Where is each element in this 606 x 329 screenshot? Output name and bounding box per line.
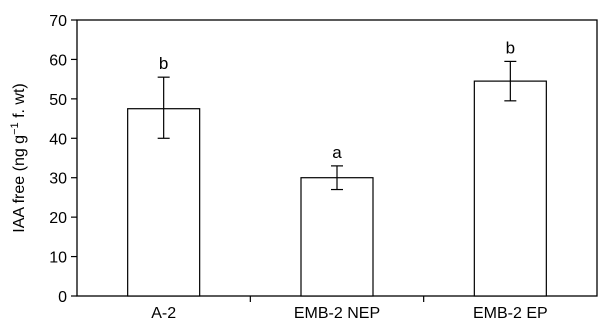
significance-letter: a xyxy=(332,143,342,162)
bar xyxy=(300,177,374,297)
y-tick-label: 70 xyxy=(49,13,67,30)
y-tick-label: 60 xyxy=(49,52,67,69)
bars xyxy=(127,80,547,297)
y-axis-label: IAA free (ng g−1 f. wt) xyxy=(9,83,28,233)
y-tick-label: 50 xyxy=(49,92,67,109)
error-bars xyxy=(157,60,517,191)
x-tick-label: A-2 xyxy=(151,305,176,322)
bar xyxy=(127,108,201,297)
significance-letters: b a b xyxy=(159,38,515,161)
y-axis-label-suffix: f. wt) xyxy=(11,83,28,122)
x-tick-label: EMB-2 NEP xyxy=(294,305,380,322)
y-axis-label-main: IAA free (ng g xyxy=(11,135,28,233)
x-tick-label: EMB-2 EP xyxy=(473,305,548,322)
significance-letter: b xyxy=(159,54,168,73)
y-tick-label: 0 xyxy=(58,289,67,306)
y-tick-label: 30 xyxy=(49,171,67,188)
significance-letter: b xyxy=(506,38,515,57)
x-axis-ticks: A-2 EMB-2 NEP EMB-2 EP xyxy=(151,296,548,322)
y-axis-ticks: 0 10 20 30 40 50 60 70 xyxy=(49,13,77,306)
bar xyxy=(473,80,547,297)
y-tick-label: 40 xyxy=(49,131,67,148)
y-tick-label: 20 xyxy=(49,210,67,227)
y-tick-label: 10 xyxy=(49,250,67,267)
y-axis-label-superscript: −1 xyxy=(9,122,21,135)
